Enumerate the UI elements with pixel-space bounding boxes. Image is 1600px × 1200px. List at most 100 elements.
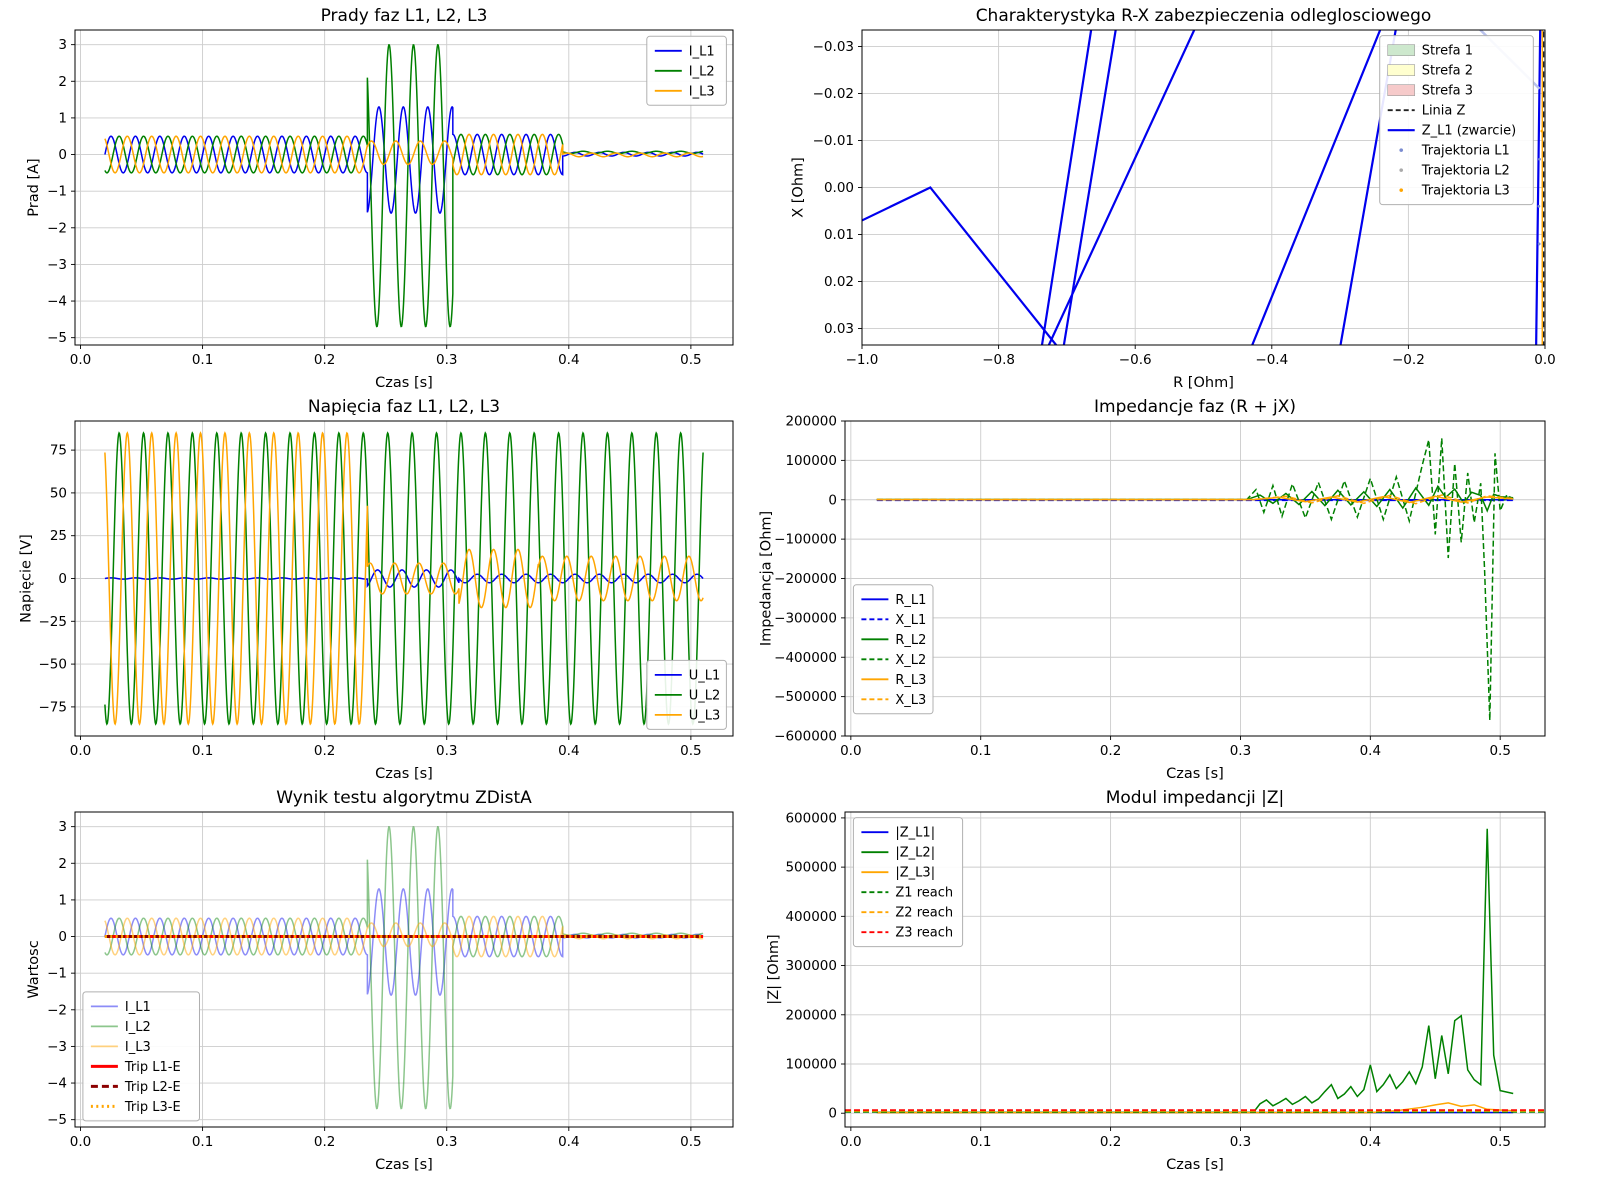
legend: I_L1 I_L2 I_L3 Trip L1-E Trip L2-E Trip L3-E	[82, 991, 200, 1122]
svg-text:−0.01: −0.01	[813, 133, 854, 149]
marker-trajektoria-L1-dots	[1537, 204, 1541, 208]
svg-text:2: 2	[58, 74, 67, 90]
svg-text:0.3: 0.3	[1230, 1134, 1251, 1150]
svg-text:0.5: 0.5	[1489, 743, 1510, 759]
legend: I_L1 I_L2 I_L3	[646, 35, 727, 106]
svg-text:0.0: 0.0	[840, 743, 861, 759]
svg-text:1: 1	[58, 110, 67, 126]
svg-text:0: 0	[58, 929, 67, 945]
svg-text:0: 0	[828, 492, 837, 508]
tick-marks	[858, 46, 1546, 349]
legend-label: X_L2	[895, 653, 926, 668]
legend-label: U_L3	[689, 708, 721, 723]
legend-label: Trip L2-E	[124, 1080, 181, 1095]
axes-frame	[74, 29, 734, 346]
svg-text:200000: 200000	[785, 1007, 837, 1023]
legend-label: U_L2	[689, 688, 721, 703]
legend-label: Trajektoria L3	[1421, 184, 1510, 199]
tick-labels: 0.0 0.1 0.2 0.3 0.4 0.5 75 50 25 0 −25 −50 −75	[39, 443, 702, 759]
legend: |Z_L1| |Z_L2| |Z_L3| Z1 reach Z2 reach Z3 rea…	[852, 817, 964, 948]
svg-text:3: 3	[58, 37, 67, 53]
svg-text:−0.2: −0.2	[1392, 352, 1425, 368]
svg-text:0.1: 0.1	[192, 743, 213, 759]
svg-text:300000: 300000	[785, 958, 837, 974]
plot-rx: −1.0 −0.8 −0.6 −0.4 −0.2 0.0 −0.03 −0.02 −0.01 0.…	[791, 6, 1556, 391]
legend-label: I_L2	[689, 64, 715, 79]
tick-marks	[71, 44, 692, 349]
tick-labels: 0.0 0.1 0.2 0.3 0.4 0.5 600000 500000 400000 3000…	[785, 810, 1510, 1150]
svg-text:−2: −2	[47, 1002, 67, 1018]
y-axis-label: Napięcie [V]	[19, 534, 35, 623]
series-group	[104, 431, 704, 726]
series-I_L2	[104, 43, 704, 328]
svg-text:−500000: −500000	[774, 689, 837, 705]
series-I_L3	[104, 133, 704, 176]
svg-text:0.3: 0.3	[1230, 743, 1251, 759]
series-U_L1	[104, 569, 704, 589]
legend-label: I_L1	[125, 1000, 151, 1015]
svg-text:−300000: −300000	[774, 610, 837, 626]
svg-text:0.2: 0.2	[1100, 1134, 1121, 1150]
plot-title: Impedancje faz (R + jX)	[1094, 397, 1296, 417]
svg-text:−4: −4	[47, 294, 67, 310]
svg-text:−1: −1	[47, 184, 67, 200]
x-axis-label: Czas [s]	[1166, 766, 1224, 782]
svg-text:−0.02: −0.02	[813, 86, 854, 102]
svg-text:−2: −2	[47, 220, 67, 236]
legend-label: R_L3	[895, 673, 926, 688]
legend-label: |Z_L1|	[895, 826, 935, 841]
svg-text:−600000: −600000	[774, 729, 837, 745]
svg-text:0.5: 0.5	[680, 352, 701, 368]
svg-text:0.2: 0.2	[314, 1134, 335, 1150]
plot-currents: 0.0 0.1 0.2 0.3 0.4 0.5 3 2 1 0 −1 −2 −3 −4 −5 Prady fa…	[26, 6, 734, 391]
legend-label: I_L3	[125, 1040, 151, 1055]
svg-text:0.00: 0.00	[824, 180, 854, 196]
legend-label: Strefa 1	[1422, 44, 1473, 59]
svg-text:0: 0	[58, 147, 67, 163]
svg-text:−3: −3	[47, 257, 67, 273]
legend: Strefa 1 Strefa 2 Strefa 3 Linia Z Z_L1 (zwa…	[1379, 35, 1534, 206]
y-axis-label: |Z| [Ohm]	[766, 934, 782, 1004]
svg-text:−25: −25	[39, 614, 68, 630]
svg-text:0.0: 0.0	[70, 1134, 91, 1150]
svg-text:0.1: 0.1	[970, 1134, 991, 1150]
legend-label: R_L1	[895, 593, 926, 608]
svg-text:0.3: 0.3	[436, 352, 457, 368]
svg-text:50: 50	[50, 485, 67, 501]
legend-label: I_L3	[689, 84, 715, 99]
legend-label: I_L2	[125, 1020, 151, 1035]
legend-label: U_L1	[689, 668, 721, 683]
legend-label: Strefa 3	[1422, 84, 1473, 99]
legend-label: Z_L1 (zwarcie)	[1422, 124, 1516, 139]
svg-text:−0.8: −0.8	[982, 352, 1015, 368]
svg-text:−200000: −200000	[774, 571, 837, 587]
series-R_L2	[876, 484, 1514, 513]
svg-text:1: 1	[58, 892, 67, 908]
svg-text:0.02: 0.02	[824, 274, 854, 290]
series-I_L2	[104, 825, 704, 1110]
legend-label: Z2 reach	[895, 906, 953, 921]
svg-text:400000: 400000	[785, 909, 837, 925]
svg-text:−100000: −100000	[774, 532, 837, 548]
legend-label: R_L2	[895, 633, 926, 648]
legend-label: Linia Z	[1422, 104, 1466, 119]
tick-marks	[841, 817, 1501, 1131]
legend-label: X_L1	[895, 613, 926, 628]
svg-text:0.1: 0.1	[970, 743, 991, 759]
tick-marks	[71, 449, 692, 740]
svg-text:0.0: 0.0	[1534, 352, 1555, 368]
svg-text:0.3: 0.3	[436, 1134, 457, 1150]
svg-text:−4: −4	[47, 1076, 67, 1092]
svg-text:−0.03: −0.03	[813, 39, 854, 55]
svg-text:0.0: 0.0	[70, 743, 91, 759]
x-axis-label: Czas [s]	[375, 375, 433, 391]
svg-text:−0.6: −0.6	[1119, 352, 1152, 368]
svg-text:0.3: 0.3	[436, 743, 457, 759]
svg-text:25: 25	[50, 528, 67, 544]
legend-label: I_L1	[689, 44, 715, 59]
legend-label: Trip L1-E	[124, 1060, 181, 1075]
svg-text:600000: 600000	[785, 810, 837, 826]
legend-label: Strefa 2	[1422, 64, 1473, 79]
svg-text:500000: 500000	[785, 860, 837, 876]
